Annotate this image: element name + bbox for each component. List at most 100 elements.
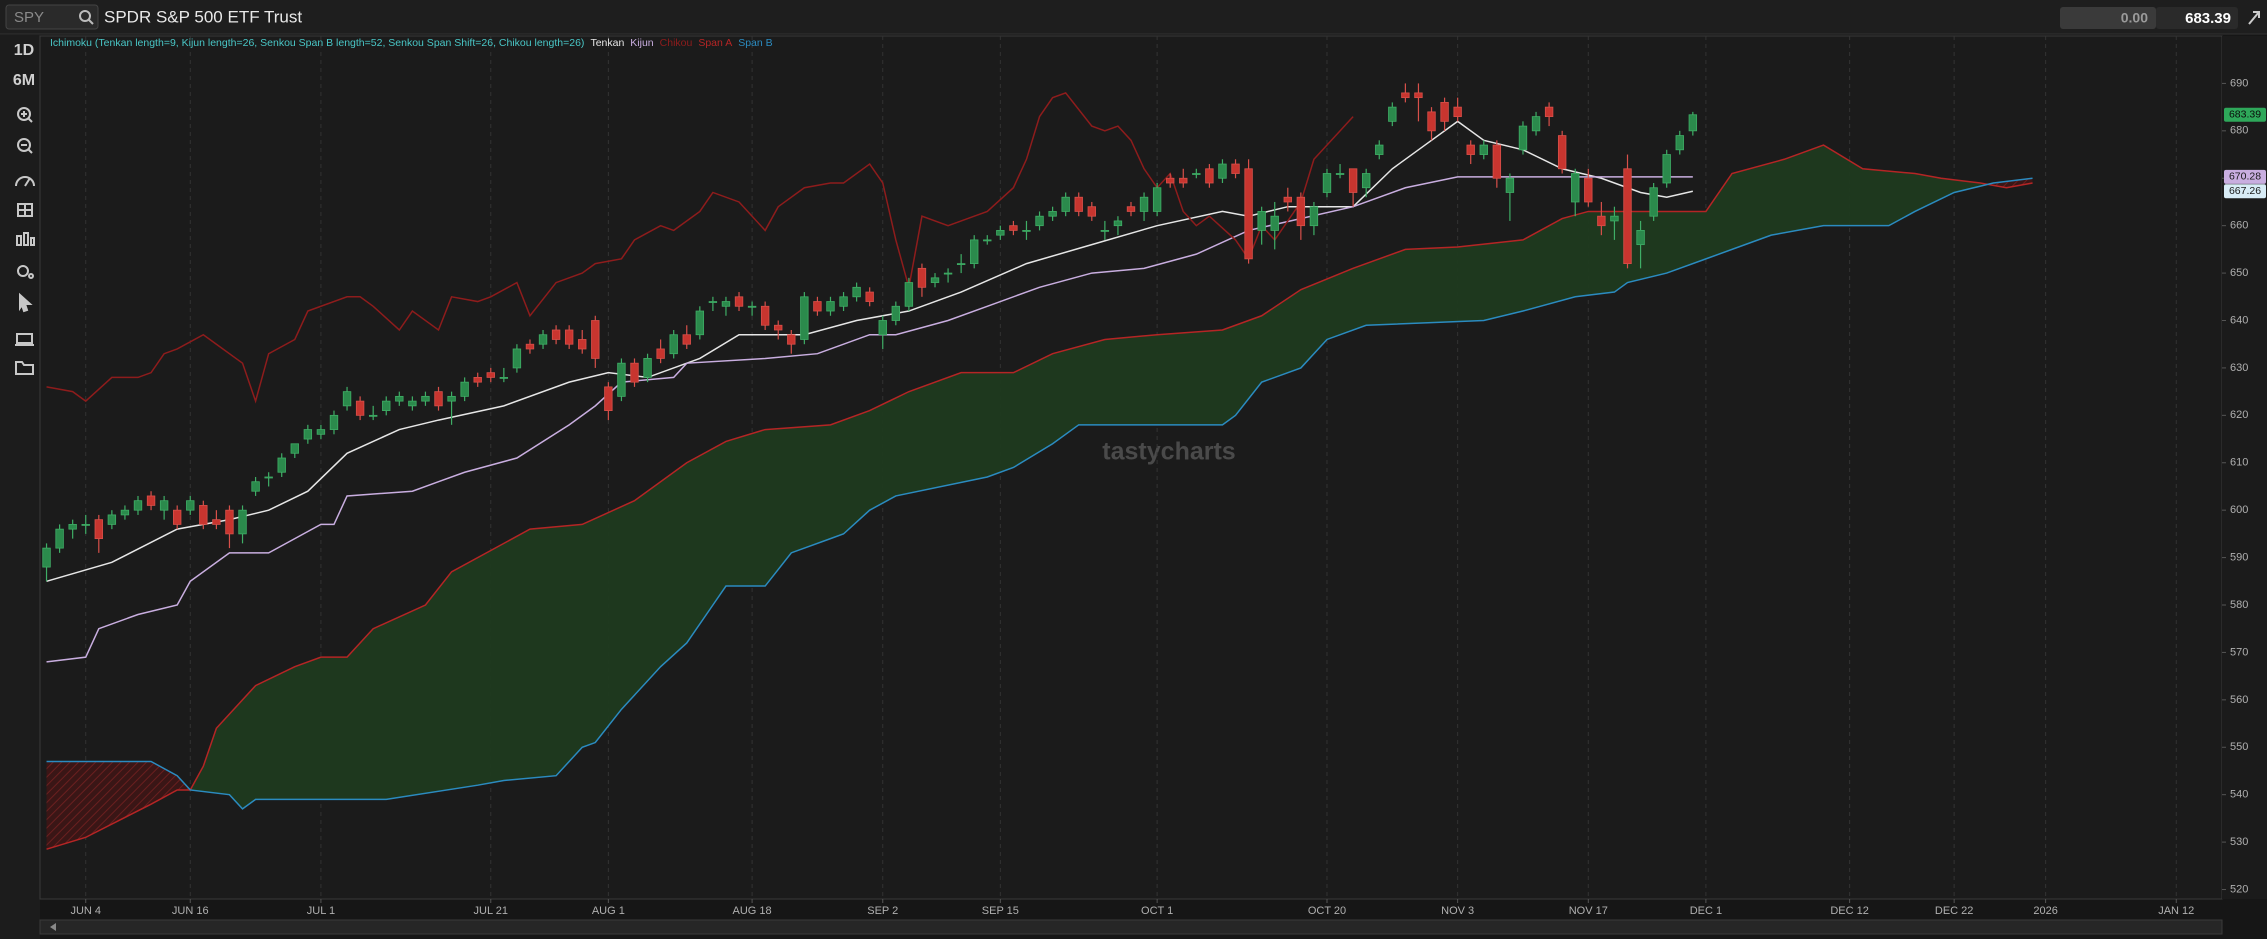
drawing-icon[interactable] <box>17 203 33 217</box>
price-tag <box>2224 107 2266 122</box>
indicator-icon[interactable] <box>15 176 35 187</box>
candle-body <box>1126 206 1136 212</box>
candle-body <box>238 509 247 535</box>
candle-body <box>395 395 404 402</box>
zoom-in-icon[interactable] <box>17 107 33 123</box>
candle-body <box>617 362 626 397</box>
candle-body <box>382 400 391 411</box>
candle-body <box>1401 92 1410 99</box>
settings-icon[interactable] <box>17 265 34 279</box>
y-tick-label: 660 <box>2230 220 2248 232</box>
candle-body <box>1492 144 1502 179</box>
series-line <box>46 92 1354 404</box>
candle-body <box>1270 215 1279 231</box>
instrument-name: SPDR S&P 500 ETF Trust <box>104 7 302 26</box>
candle-body <box>447 395 456 402</box>
y-tick-label: 580 <box>2230 599 2248 611</box>
candle-body <box>159 500 169 511</box>
candle-body <box>133 500 143 511</box>
candle-body <box>1087 206 1096 217</box>
candle-body <box>1571 173 1580 203</box>
candle-body <box>1505 177 1515 193</box>
candle-body <box>1531 116 1541 132</box>
x-tick-label: SEP 15 <box>982 905 1019 917</box>
candle-body <box>355 400 365 416</box>
y-tick-label: 540 <box>2230 789 2248 801</box>
change-text: 0.00 <box>2121 10 2148 26</box>
zoom-out-icon[interactable] <box>17 138 33 154</box>
y-tick-label: 550 <box>2230 741 2248 753</box>
candle-body <box>852 286 861 298</box>
x-tick-label: JUL 21 <box>474 905 508 917</box>
template-icon[interactable] <box>15 333 34 346</box>
candle-body <box>1375 144 1384 155</box>
candle-body <box>1231 163 1240 174</box>
candle-body <box>1152 187 1162 212</box>
candle-body <box>1166 177 1175 184</box>
candle-body <box>408 400 417 407</box>
candle-body <box>1192 173 1201 175</box>
candle-body <box>630 362 639 383</box>
candle-body <box>1414 92 1423 99</box>
candle-body <box>316 429 326 435</box>
candle-body <box>1335 173 1345 175</box>
scroll-left[interactable] <box>50 923 56 931</box>
scrollbar[interactable] <box>39 919 2223 935</box>
range-button[interactable]: 6M <box>13 72 35 89</box>
symbol-input[interactable] <box>5 4 99 30</box>
candle-body <box>277 457 286 473</box>
candle-body <box>1479 144 1488 155</box>
candle-body <box>1348 168 1358 193</box>
candle-body <box>186 500 195 511</box>
candle-body <box>486 372 495 378</box>
candle-body <box>1440 101 1449 122</box>
candle-body <box>695 310 705 336</box>
candle-body <box>1218 163 1227 179</box>
candle-body <box>1048 211 1057 217</box>
candle-body <box>1466 144 1475 155</box>
candle-body <box>1662 154 1671 184</box>
y-tick-label: 600 <box>2230 504 2248 516</box>
y-tick-label: 680 <box>2230 125 2248 137</box>
candle-body <box>747 305 757 308</box>
candle-body <box>1205 168 1214 184</box>
candle-body <box>290 443 299 454</box>
candle-body <box>956 263 966 266</box>
header-bar <box>0 0 2267 34</box>
legend-entry: Chikou <box>660 37 693 49</box>
x-tick-label: AUG 1 <box>592 905 625 917</box>
legend-entry: Span A <box>698 37 732 49</box>
candle-body <box>970 239 979 265</box>
y-tick-label: 590 <box>2230 551 2248 563</box>
cursor-icon[interactable] <box>19 292 33 313</box>
interval-button[interactable]: 1D <box>14 42 34 59</box>
candle-body <box>55 528 64 549</box>
candle-body <box>368 414 378 417</box>
candle-body <box>1636 230 1645 246</box>
candle-body <box>1100 230 1110 232</box>
cloud-fill-up <box>46 145 2033 809</box>
candle-body <box>1257 211 1266 231</box>
watermark: tastycharts <box>1102 438 1235 466</box>
candle-body <box>460 381 469 397</box>
series-line <box>46 144 2033 850</box>
candle-body <box>1675 135 1684 151</box>
candle-body <box>212 519 221 525</box>
search-icon[interactable] <box>79 10 94 25</box>
candle-body <box>499 377 509 379</box>
y-tick-label: 620 <box>2230 409 2248 421</box>
candle-body <box>107 514 117 525</box>
candle-body <box>68 524 77 530</box>
candle-body <box>342 391 352 407</box>
candle-body <box>943 272 953 275</box>
folder-icon[interactable] <box>15 361 34 375</box>
expand-icon[interactable] <box>2248 11 2260 25</box>
candle-body <box>760 305 770 326</box>
candle-body <box>656 348 665 359</box>
candle-body <box>512 348 522 369</box>
candle-body <box>813 301 822 312</box>
candle-body <box>839 296 848 307</box>
candle-body <box>120 509 130 516</box>
chart-type-icon[interactable] <box>16 232 35 246</box>
symbol-text: SPY <box>14 9 44 26</box>
